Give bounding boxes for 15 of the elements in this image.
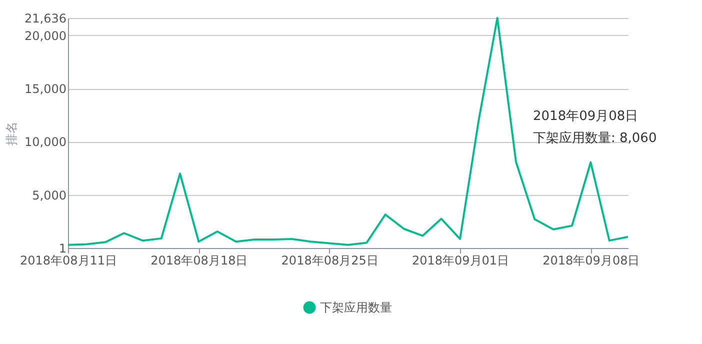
y-tick-label: 5,000 xyxy=(32,188,66,202)
annotation: 下架应用数量: 8,060 xyxy=(533,130,657,146)
legend-label: 下架应用数量 xyxy=(320,300,392,314)
x-tick-label: 2018年09月01日 xyxy=(412,254,510,268)
y-tick-label: 15,000 xyxy=(24,82,66,96)
y-axis-title: 排名 xyxy=(4,122,19,146)
y-tick-label: 21,636 xyxy=(24,12,66,26)
x-tick-label: 2018年09月08日 xyxy=(542,254,640,268)
y-tick-label: 20,000 xyxy=(24,28,66,43)
x-tick-label: 2018年08月25日 xyxy=(281,254,378,268)
y-tick-label: 10,000 xyxy=(24,135,66,150)
y-tick-label: 1 xyxy=(58,242,66,256)
x-tick-label: 2018年08月18日 xyxy=(150,254,248,268)
annotation: 2018年09月08日 xyxy=(533,109,638,124)
x-tick-label: 2018年08月11日 xyxy=(20,254,118,268)
